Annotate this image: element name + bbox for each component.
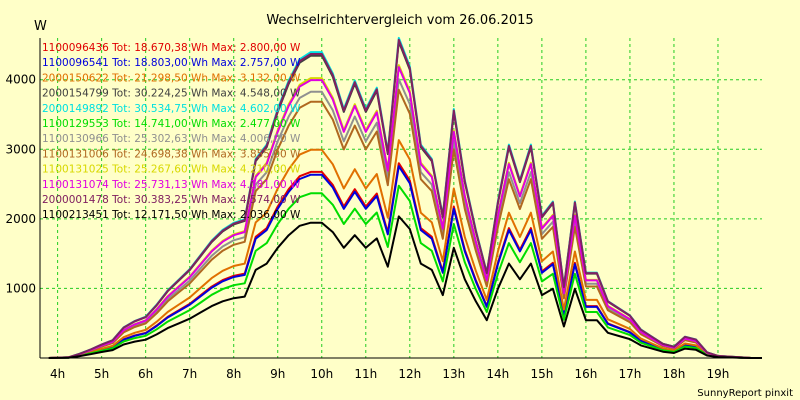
series-line-1100213451 (48, 215, 762, 359)
axes: 4h 5h 6h 7h 8h 9h 10h 11h 12h 13h 14h 15h 16h 17h 18h 1… (5, 38, 762, 381)
x-tick-label: 13h (442, 367, 465, 381)
legend-entry-1100096436: 1100096436 Tot: 18.670,38 Wh Max: 2.800,… (42, 42, 301, 54)
plot-area: 4h 5h 6h 7h 8h 9h 10h 11h 12h 13h 14h 15h 16h 17h 18h 1… (5, 36, 762, 381)
legend-entry-1100129553: 1100129553 Tot: 14.741,00 Wh Max: 2.477,… (42, 118, 301, 130)
footer-credit: SunnyReport pinxit (697, 388, 793, 399)
legend-entry-1100131074: 1100131074 Tot: 25.731,13 Wh Max: 4.181,… (42, 179, 301, 191)
legend: 1100096436 Tot: 18.670,38 Wh Max: 2.800,… (42, 42, 301, 221)
x-tick-label: 18h (663, 367, 686, 381)
y-axis-label: W (34, 19, 47, 34)
series-line-1100129553 (48, 184, 762, 359)
x-tick-label: 19h (707, 367, 730, 381)
series-line-2000150622 (48, 139, 762, 359)
chart-title: Wechselrichtervergleich vom 26.06.2015 (266, 13, 533, 28)
x-tick-label: 5h (94, 367, 109, 381)
x-tick-label: 11h (354, 367, 377, 381)
y-tick-label: 4000 (5, 73, 36, 87)
x-tick-label: 6h (138, 367, 153, 381)
series-line-2000001478 (48, 38, 762, 359)
legend-entry-1100096541: 1100096541 Tot: 18.803,00 Wh Max: 2.757,… (42, 57, 301, 69)
x-tick-label: 16h (574, 367, 597, 381)
x-tick-label: 12h (398, 367, 421, 381)
legend-entry-1100213451: 1100213451 Tot: 12.171,50 Wh Max: 2.036,… (42, 209, 301, 221)
legend-entry-2000149892: 2000149892 Tot: 30.534,75 Wh Max: 4.602,… (42, 103, 301, 115)
x-tick-label: 10h (310, 367, 333, 381)
y-tick-label: 2000 (5, 212, 36, 226)
x-tick-label: 4h (50, 367, 65, 381)
y-tick-label: 3000 (5, 142, 36, 156)
series-line-1100131074 (48, 66, 762, 359)
series-line-1100096541 (48, 165, 762, 359)
x-tick-label: 8h (226, 367, 241, 381)
x-tick-label: 9h (270, 367, 285, 381)
legend-entry-2000150622: 2000150622 Tot: 21.298,50 Wh Max: 3.132,… (42, 72, 301, 84)
x-tick-label: 7h (182, 367, 197, 381)
series-line-1100131006 (48, 88, 762, 359)
y-tick-label: 1000 (5, 281, 36, 295)
legend-entry-1100130966: 1100130966 Tot: 25.302,63 Wh Max: 4.006,… (42, 133, 301, 145)
legend-entry-2000154799: 2000154799 Tot: 30.224,25 Wh Max: 4.548,… (42, 88, 301, 100)
legend-entry-1100131006: 1100131006 Tot: 24.698,38 Wh Max: 3.855,… (42, 148, 301, 160)
legend-entry-1100131025: 1100131025 Tot: 25.267,60 Wh Max: 4.210,… (42, 164, 301, 176)
x-tick-label: 14h (486, 367, 509, 381)
x-tick-label: 15h (530, 367, 553, 381)
legend-entry-2000001478: 2000001478 Tot: 30.383,25 Wh Max: 4.574,… (42, 194, 301, 206)
x-tick-label: 17h (618, 367, 641, 381)
series-lines (48, 36, 762, 359)
